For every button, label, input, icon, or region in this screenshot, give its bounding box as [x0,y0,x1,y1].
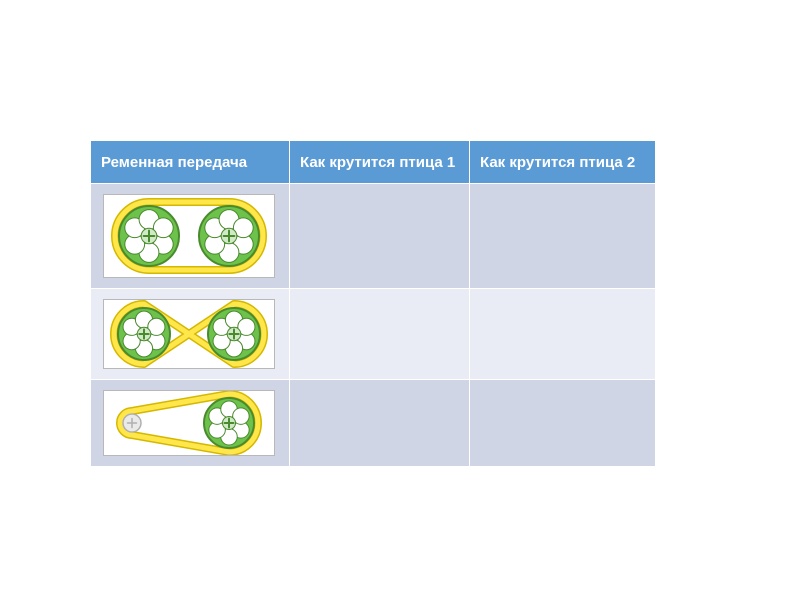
header-row: Ременная передача Как крутится птица 1 К… [91,141,656,184]
header-belt-drive: Ременная передача [91,141,290,184]
cell-bird1-r1 [290,289,470,380]
table-row [91,289,656,380]
header-bird-1: Как крутится птица 1 [290,141,470,184]
diagram-cell-1 [91,289,290,380]
pulley-diagram-0 [103,194,275,278]
pulley-diagram-1 [103,299,275,369]
cell-bird1-r2 [290,380,470,467]
cell-bird2-r0 [470,184,656,289]
diagram-cell-0 [91,184,290,289]
table-row [91,184,656,289]
diagram-cell-2 [91,380,290,467]
header-bird-2: Как крутится птица 2 [470,141,656,184]
cell-bird2-r2 [470,380,656,467]
pulley-diagram-2 [103,390,275,456]
table-row [91,380,656,467]
belt-drive-table: Ременная передача Как крутится птица 1 К… [90,140,656,467]
cell-bird1-r0 [290,184,470,289]
cell-bird2-r1 [470,289,656,380]
